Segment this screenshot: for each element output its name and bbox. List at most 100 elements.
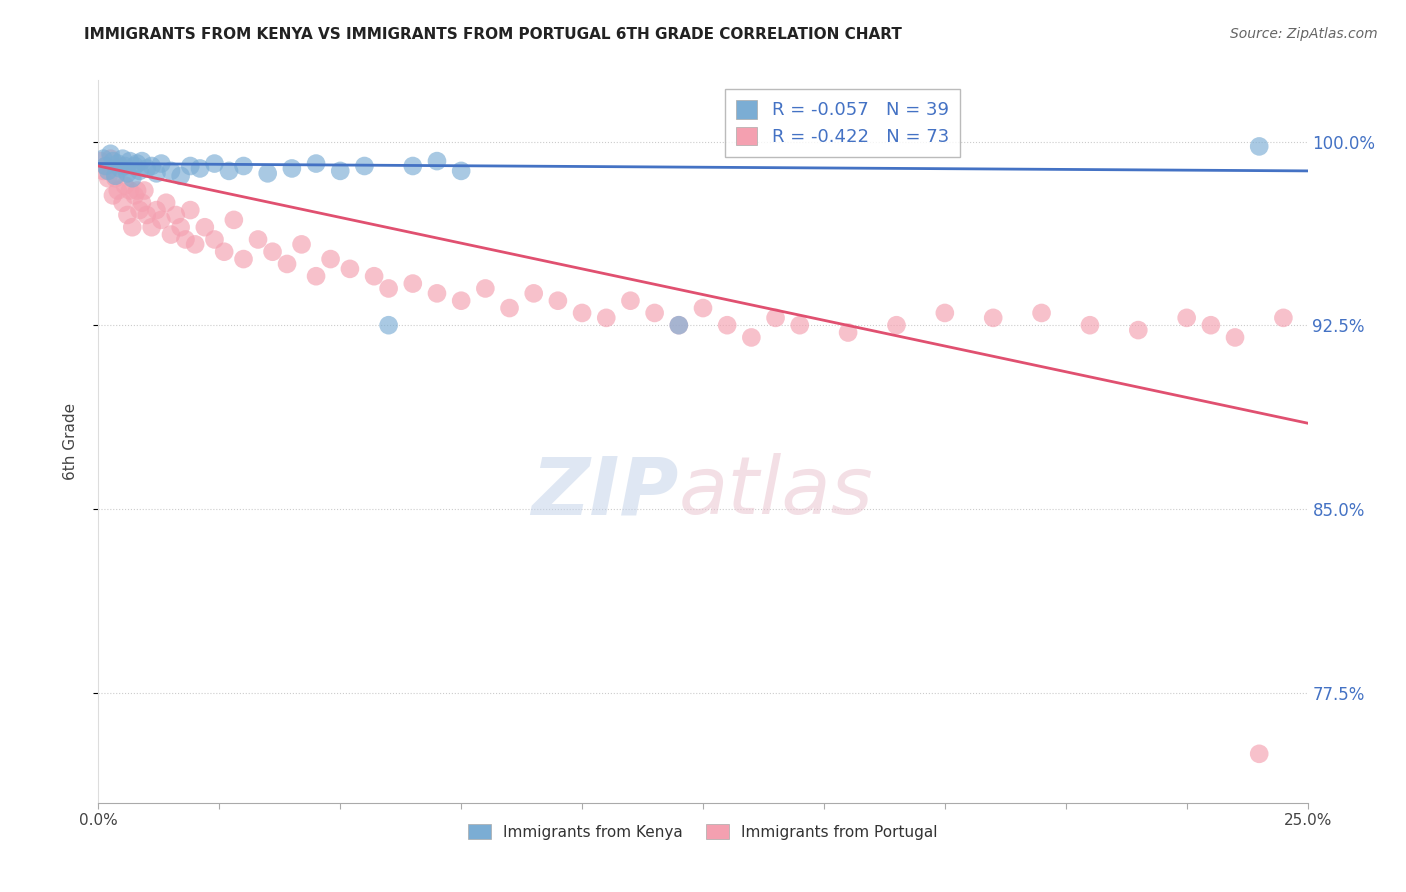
Point — [91, 164, 114, 178]
Point — [141, 220, 163, 235]
Point — [426, 154, 449, 169]
Point — [107, 156, 129, 170]
Point — [668, 318, 690, 333]
Point — [101, 188, 124, 202]
Point — [124, 188, 146, 202]
Point — [1272, 310, 1295, 325]
Point — [319, 252, 342, 266]
Point — [179, 159, 201, 173]
Point — [595, 310, 617, 325]
Point — [619, 293, 641, 308]
Point — [94, 159, 117, 173]
Point — [141, 159, 163, 173]
Point — [523, 286, 546, 301]
Point — [450, 164, 472, 178]
Point — [377, 318, 399, 333]
Y-axis label: 6th Grade: 6th Grade — [63, 403, 77, 480]
Point — [402, 277, 425, 291]
Point — [256, 166, 278, 180]
Point — [305, 269, 328, 284]
Point — [174, 232, 197, 246]
Point — [426, 286, 449, 301]
Point — [571, 306, 593, 320]
Point — [118, 184, 141, 198]
Point — [837, 326, 859, 340]
Point — [1249, 139, 1271, 153]
Point — [91, 152, 114, 166]
Point — [204, 156, 226, 170]
Point — [1128, 323, 1150, 337]
Point — [155, 195, 177, 210]
Point — [232, 159, 254, 173]
Point — [1199, 318, 1222, 333]
Point — [165, 208, 187, 222]
Point — [111, 152, 134, 166]
Point — [222, 213, 245, 227]
Point — [339, 261, 361, 276]
Point — [131, 154, 153, 169]
Point — [124, 159, 146, 173]
Point — [765, 310, 787, 325]
Point — [121, 220, 143, 235]
Point — [740, 330, 762, 344]
Point — [1078, 318, 1101, 333]
Point — [668, 318, 690, 333]
Point — [281, 161, 304, 176]
Point — [547, 293, 569, 308]
Point — [204, 232, 226, 246]
Point — [353, 159, 375, 173]
Point — [118, 154, 141, 169]
Point — [160, 227, 183, 242]
Text: IMMIGRANTS FROM KENYA VS IMMIGRANTS FROM PORTUGAL 6TH GRADE CORRELATION CHART: IMMIGRANTS FROM KENYA VS IMMIGRANTS FROM… — [84, 27, 903, 42]
Point — [188, 161, 211, 176]
Point — [498, 301, 520, 315]
Point — [363, 269, 385, 284]
Point — [97, 164, 120, 178]
Point — [1175, 310, 1198, 325]
Point — [135, 161, 157, 176]
Point — [108, 161, 131, 176]
Point — [145, 166, 167, 180]
Point — [114, 159, 136, 173]
Point — [169, 169, 191, 183]
Point — [1223, 330, 1246, 344]
Point — [644, 306, 666, 320]
Point — [150, 156, 173, 170]
Text: ZIP: ZIP — [531, 453, 679, 531]
Point — [131, 195, 153, 210]
Text: Source: ZipAtlas.com: Source: ZipAtlas.com — [1230, 27, 1378, 41]
Point — [305, 156, 328, 170]
Point — [194, 220, 217, 235]
Point — [377, 281, 399, 295]
Point — [128, 164, 150, 178]
Point — [101, 154, 124, 169]
Point — [127, 184, 149, 198]
Point — [886, 318, 908, 333]
Point — [97, 171, 120, 186]
Point — [94, 159, 117, 173]
Point — [134, 184, 156, 198]
Point — [160, 164, 183, 178]
Point — [789, 318, 811, 333]
Point — [179, 203, 201, 218]
Point — [100, 146, 122, 161]
Point — [121, 171, 143, 186]
Point — [402, 159, 425, 173]
Point — [450, 293, 472, 308]
Point — [1249, 747, 1271, 761]
Point — [135, 208, 157, 222]
Point — [981, 310, 1004, 325]
Point — [107, 184, 129, 198]
Point — [1031, 306, 1053, 320]
Point — [117, 208, 139, 222]
Point — [276, 257, 298, 271]
Point — [111, 195, 134, 210]
Point — [290, 237, 312, 252]
Point — [934, 306, 956, 320]
Point — [184, 237, 207, 252]
Point — [104, 169, 127, 183]
Legend: Immigrants from Kenya, Immigrants from Portugal: Immigrants from Kenya, Immigrants from P… — [463, 818, 943, 846]
Point — [169, 220, 191, 235]
Point — [716, 318, 738, 333]
Point — [145, 203, 167, 218]
